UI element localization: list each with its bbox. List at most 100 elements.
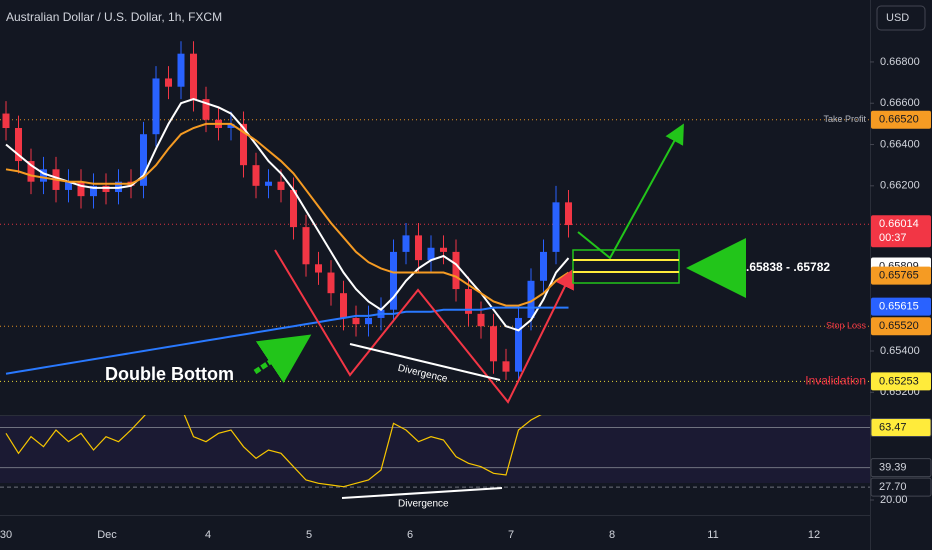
rsi-tick-label: 20.00 [880,494,908,506]
candle-body [227,123,235,129]
candle-body [165,78,172,87]
price-label-box [871,110,931,129]
price-axis: 0.66800 0.66600 0.66400 0.66200 0.65400 0.652… [870,56,932,506]
candle-body [265,181,272,186]
x-tick-label: 11 [707,529,718,541]
price-pane [2,41,572,380]
y-tick-label: 0.66400 [880,138,920,150]
candle-body [340,293,347,318]
x-tick-label: 8 [609,529,615,541]
price-label-box [871,317,931,336]
x-tick-label: 30 [0,529,12,541]
candle-body [15,128,22,162]
candle-body [65,181,72,190]
candle-body [2,113,10,129]
rsi-label: 39.39 [879,462,907,474]
candle-body [390,251,397,310]
candle-body [540,251,547,281]
divergence-line [349,343,501,381]
zone-label: .65838 - .65782 [746,260,830,274]
candle-body [252,165,260,186]
candle-body [490,326,497,362]
candle-body [177,53,185,87]
candle-body [365,317,372,325]
candle-body [427,247,435,261]
candle-body [152,78,160,135]
rsi-band [0,416,870,483]
x-tick-label: 12 [808,529,820,541]
candle-body [290,189,297,228]
price-label: 0.65615 [879,301,919,313]
candle-body [415,235,422,261]
price-label: 0.66014 [879,218,919,230]
target-arrow [577,123,684,260]
candle-body [440,247,447,252]
candle-body [477,313,485,327]
candle-body [140,134,147,186]
candle-body [515,317,522,372]
moving-average [5,98,570,332]
rsi-label: 27.70 [879,481,907,493]
pattern-arrow [253,334,312,383]
rsi-label-box [870,458,932,478]
moving-average [5,122,570,307]
candle-body [502,361,510,372]
chart-title: Australian Dollar / U.S. Dollar, 1h, FXC… [6,10,222,24]
currency-button[interactable] [876,5,926,31]
x-tick-label: Dec [97,529,117,541]
candle-body [77,181,85,197]
rsi-pane [5,415,542,488]
rsi-label-box [870,418,932,438]
grid [0,119,870,488]
candle-body [202,99,210,120]
x-tick-label: 4 [205,529,211,541]
candle-body [465,289,472,314]
price-label: 0.66520 [879,114,919,126]
candle-body [452,251,460,290]
candle-body [352,317,360,325]
price-label-box [871,297,931,316]
candle-body [315,264,322,273]
w-pattern [274,249,574,404]
y-tick-label: 0.66200 [880,180,920,192]
candle-body [27,161,35,182]
rsi-label: 63.47 [879,421,907,433]
price-label-box [871,266,931,285]
x-tick-label: 7 [508,529,514,541]
pattern-label: Double Bottom [105,364,234,384]
price-label-box [871,215,931,248]
price-label: 0.65253 [879,375,919,387]
candle-body [115,181,122,193]
x-tick-label: 6 [407,529,413,541]
rsi-label-box [870,477,932,497]
candle-body [402,235,410,252]
countdown: 00:37 [879,232,907,244]
zone-box [572,249,680,284]
price-label-box [871,372,931,391]
y-tick-label: 0.66600 [880,97,920,109]
y-tick-label: 0.66800 [880,56,920,68]
moving-average [5,306,569,375]
divergence-line [341,487,503,499]
level-name: Invalidation [805,374,866,388]
candle-body [190,53,197,100]
rsi-line [5,415,542,488]
candle-body [277,181,285,190]
price-label: 0.65520 [879,320,919,332]
level-name: Take Profit [823,114,866,124]
candle-body [90,185,97,197]
x-tick-label: 5 [306,529,312,541]
y-tick-label: 0.65400 [880,345,920,357]
candle-body [327,272,335,294]
divergence-label: Divergence [398,499,449,510]
candle-body [102,185,110,193]
currency[interactable]: USD [886,12,909,24]
price-label: 0.65765 [879,270,919,282]
candle-body [302,227,310,265]
level-name: Stop Loss [826,321,867,331]
candle-body [527,280,535,318]
candle-body [40,169,47,182]
candle-body [565,202,572,226]
